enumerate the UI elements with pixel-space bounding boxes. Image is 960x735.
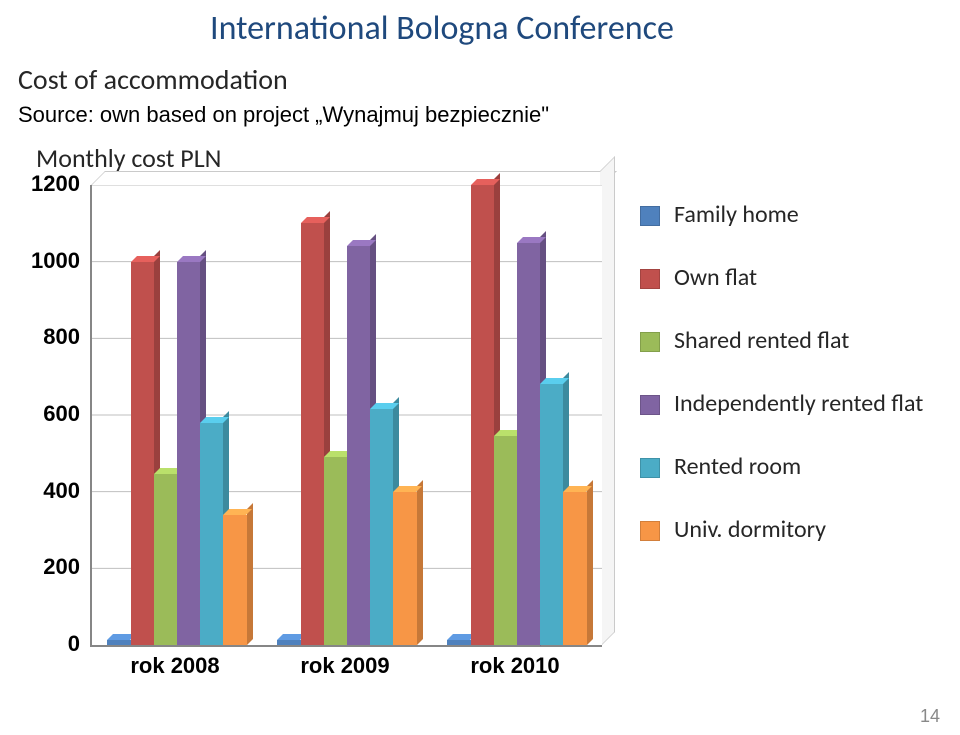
y-tick-label: 400: [20, 478, 80, 504]
legend-item: Univ. dormitory: [640, 515, 940, 544]
legend-label: Family home: [674, 200, 799, 229]
chart-3d-top: [90, 171, 617, 186]
bar: [301, 223, 324, 645]
legend-label: Shared rented flat: [674, 326, 849, 355]
bar: [471, 185, 494, 645]
bar: [154, 474, 177, 645]
legend-swatch: [640, 269, 660, 289]
legend-label: Independently rented flat: [674, 389, 923, 418]
slide: International Bologna Conference Cost of…: [0, 0, 960, 735]
bar: [277, 640, 300, 645]
bar: [131, 262, 154, 645]
y-tick-label: 1000: [20, 248, 80, 274]
legend-item: Shared rented flat: [640, 326, 940, 355]
source-line: Source: own based on project „Wynajmuj b…: [18, 102, 549, 128]
bar: [107, 640, 130, 645]
legend-item: Independently rented flat: [640, 389, 940, 418]
bar: [324, 457, 347, 645]
bar: [517, 243, 540, 646]
x-tick-label: rok 2009: [265, 653, 425, 679]
y-tick-label: 0: [20, 631, 80, 657]
legend-item: Family home: [640, 200, 940, 229]
page-title: International Bologna Conference: [210, 8, 674, 49]
legend-label: Own flat: [674, 263, 757, 292]
y-tick-label: 1200: [20, 171, 80, 197]
legend-swatch: [640, 395, 660, 415]
bar: [494, 436, 517, 645]
y-tick-label: 600: [20, 401, 80, 427]
legend-swatch: [640, 521, 660, 541]
x-tick-label: rok 2010: [435, 653, 595, 679]
legend: Family home Own flat Shared rented flat Ind…: [640, 200, 940, 578]
bar: [177, 262, 200, 645]
y-tick-label: 200: [20, 554, 80, 580]
plot-area: [90, 185, 602, 647]
legend-swatch: [640, 332, 660, 352]
y-tick-label: 800: [20, 324, 80, 350]
chart-3d-right: [600, 156, 615, 647]
legend-item: Rented room: [640, 452, 940, 481]
subtitle: Cost of accommodation: [18, 62, 288, 97]
y-axis-title: Monthly cost PLN: [36, 142, 221, 174]
bar: [223, 515, 246, 645]
bar: [200, 423, 223, 645]
bar: [347, 246, 370, 645]
legend-label: Univ. dormitory: [674, 515, 826, 544]
legend-label: Rented room: [674, 452, 801, 481]
chart: 020040060080010001200rok 2008rok 2009rok…: [20, 185, 620, 695]
bar: [370, 409, 393, 645]
legend-item: Own flat: [640, 263, 940, 292]
legend-swatch: [640, 458, 660, 478]
x-tick-label: rok 2008: [95, 653, 255, 679]
bar: [447, 640, 470, 645]
bars-container: [92, 185, 602, 645]
bar: [393, 492, 416, 645]
legend-swatch: [640, 206, 660, 226]
bar: [563, 492, 586, 645]
page-number: 14: [920, 706, 940, 727]
bar: [540, 384, 563, 645]
